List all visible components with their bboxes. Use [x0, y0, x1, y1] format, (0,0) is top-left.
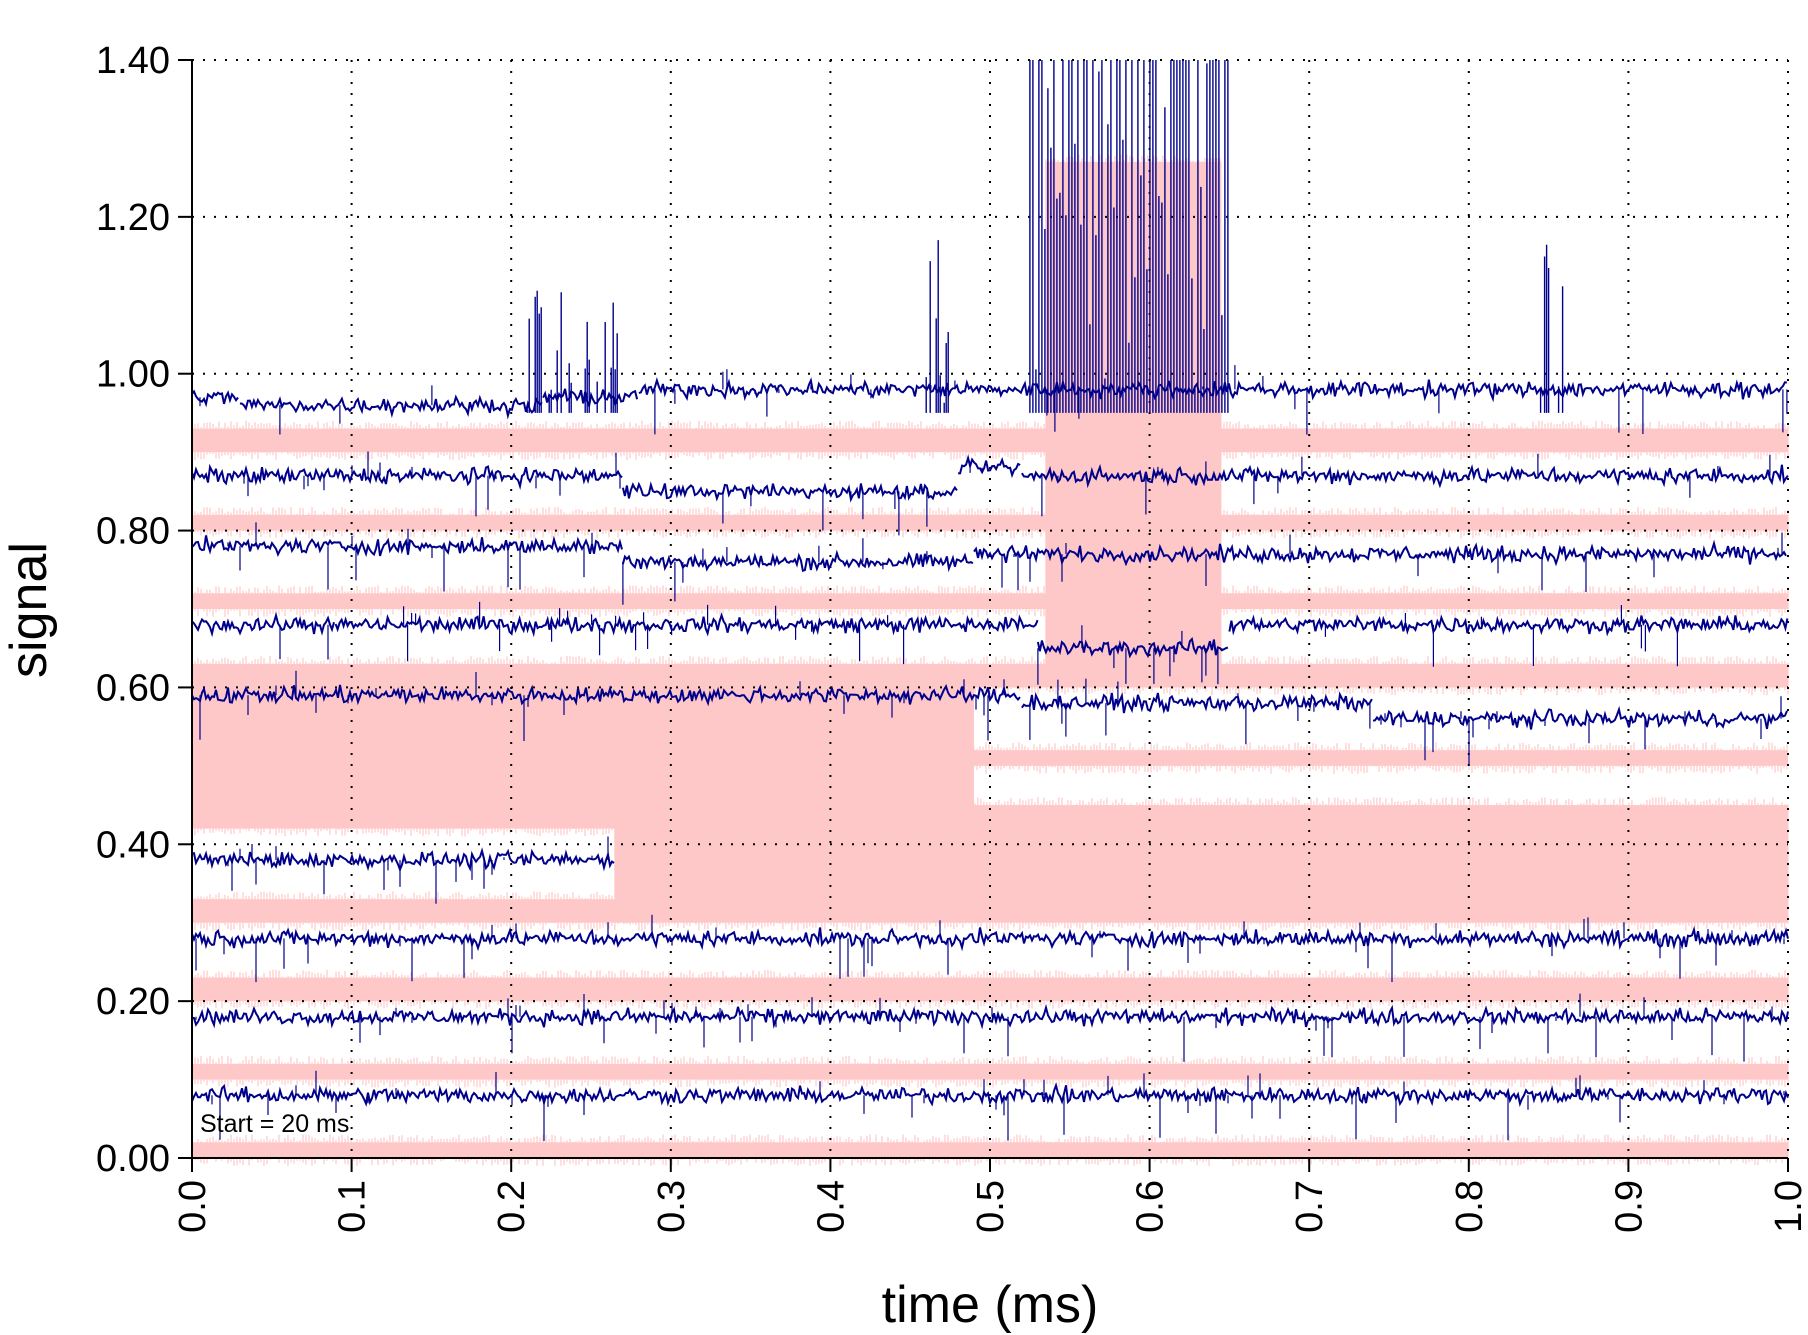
spike-region-1	[526, 290, 618, 413]
signal-flicker-8-seg-0	[211, 1070, 1785, 1141]
x-tick-label-0.3: 0.3	[651, 1180, 693, 1233]
y-tick-label-0.20: 0.20	[96, 981, 170, 1023]
signal-flicker-4-seg-2	[1380, 696, 1782, 765]
signal-trace-1-seg-3	[1021, 463, 1789, 489]
x-tick-label-1.0: 1.0	[1768, 1180, 1808, 1233]
signal-trace-1-seg-1	[621, 481, 958, 503]
idealized-band-5	[974, 750, 1788, 766]
y-axis-title: signal	[0, 542, 58, 678]
signal-trace-6-seg-0	[191, 925, 1789, 952]
signal-trace-2-seg-0	[191, 535, 623, 558]
x-tick-label-0.5: 0.5	[970, 1180, 1012, 1233]
idealized-band-fringe-9	[191, 1055, 1789, 1088]
idealized-band-fringe-11	[1045, 154, 1221, 680]
idealized-band-fringe-0	[191, 420, 1789, 461]
idealized-band-7	[192, 899, 615, 923]
y-tick-label-1.40: 1.40	[96, 40, 170, 82]
y-tick-label-0.60: 0.60	[96, 667, 170, 709]
spike-region-3	[1539, 244, 1564, 413]
signal-flicker-3-seg-3	[1300, 605, 1678, 667]
x-tick-label-0.4: 0.4	[810, 1180, 852, 1233]
signal-flicker-5-seg-0	[227, 836, 609, 904]
signal-trace-1-seg-2	[958, 454, 1021, 479]
y-tick-label-0.00: 0.00	[96, 1138, 170, 1180]
idealized-band-fringe-8	[191, 969, 1789, 1010]
signal-flicker-4-seg-1	[1029, 678, 1371, 745]
signal-flicker-1-seg-2	[969, 467, 983, 473]
signal-trace-0-seg-1	[239, 394, 543, 420]
grid	[192, 59, 1789, 1158]
signal-flicker-0-seg-1	[275, 385, 433, 435]
y-tick-label-1.20: 1.20	[96, 197, 170, 239]
x-tick-label-0.1: 0.1	[332, 1180, 374, 1233]
signal-trace-7-seg-0	[191, 1003, 1789, 1030]
y-tick-label-0.40: 0.40	[96, 824, 170, 866]
signal-flicker-3-seg-1	[403, 601, 905, 665]
signal-trace-2-seg-1	[621, 549, 974, 573]
idealized-trace-layer	[191, 154, 1789, 1166]
signal-flicker-1-seg-3	[1041, 453, 1771, 517]
signal-flicker-3-seg-0	[279, 624, 329, 660]
signal-trace-8-seg-0	[191, 1082, 1789, 1108]
x-tick-label-0.7: 0.7	[1289, 1180, 1331, 1233]
signal-flicker-7-seg-0	[195, 993, 1773, 1062]
x-axis-title: time (ms)	[882, 1276, 1099, 1334]
signal-trace-layer	[191, 60, 1789, 1141]
y-tick-label-1.00: 1.00	[96, 354, 170, 396]
idealized-band-fringe-7	[191, 891, 613, 931]
signal-trace-3-seg-0	[191, 611, 335, 638]
signal-flicker-2-seg-2	[1001, 532, 1783, 592]
axes: 0.00 0.20 0.40 0.60 0.80 1.00 1.20 1.40 0.0 0.1 0.…	[96, 40, 1808, 1233]
x-tick-label-0.9: 0.9	[1608, 1180, 1650, 1233]
idealized-band-fringe-2	[191, 585, 1789, 617]
signal-trace-2-seg-2	[973, 539, 1787, 567]
idealized-band-fringe-6	[614, 797, 1789, 931]
spike-region-0	[1029, 60, 1229, 413]
spike-region-2	[925, 240, 949, 413]
signal-flicker-2-seg-0	[227, 522, 593, 592]
idealized-band-6	[614, 805, 1789, 923]
start-annotation: Start = 20 ms	[200, 1110, 349, 1138]
signal-trace-4-seg-1	[1021, 691, 1373, 715]
signal-trace-3-seg-1	[334, 612, 1039, 638]
signal-trace-1-seg-0	[191, 463, 623, 491]
signal-trace-3-seg-2	[1036, 637, 1229, 659]
signal-trace-3-seg-3	[1228, 614, 1789, 637]
signal-trace-0-seg-2	[542, 388, 639, 410]
idealized-band-fringe-5	[973, 742, 1788, 774]
signal-trace-0-seg-0	[191, 389, 239, 408]
signal-trace-4-seg-2	[1372, 705, 1788, 730]
signal-flicker-3-seg-2	[1037, 625, 1223, 685]
y-tick-label-0.80: 0.80	[96, 511, 170, 553]
signal-flicker-2-seg-1	[622, 538, 928, 605]
signal-trace-5-seg-0	[191, 847, 615, 873]
signal-flicker-6-seg-0	[195, 914, 1785, 983]
x-tick-label-0.6: 0.6	[1130, 1180, 1172, 1233]
signal-trace-4-seg-0	[191, 684, 1021, 707]
x-tick-label-0.8: 0.8	[1449, 1180, 1491, 1233]
signal-flicker-1-seg-1	[706, 490, 948, 536]
x-tick-label-0.0: 0.0	[172, 1180, 214, 1233]
x-tick-label-0.2: 0.2	[491, 1180, 533, 1233]
